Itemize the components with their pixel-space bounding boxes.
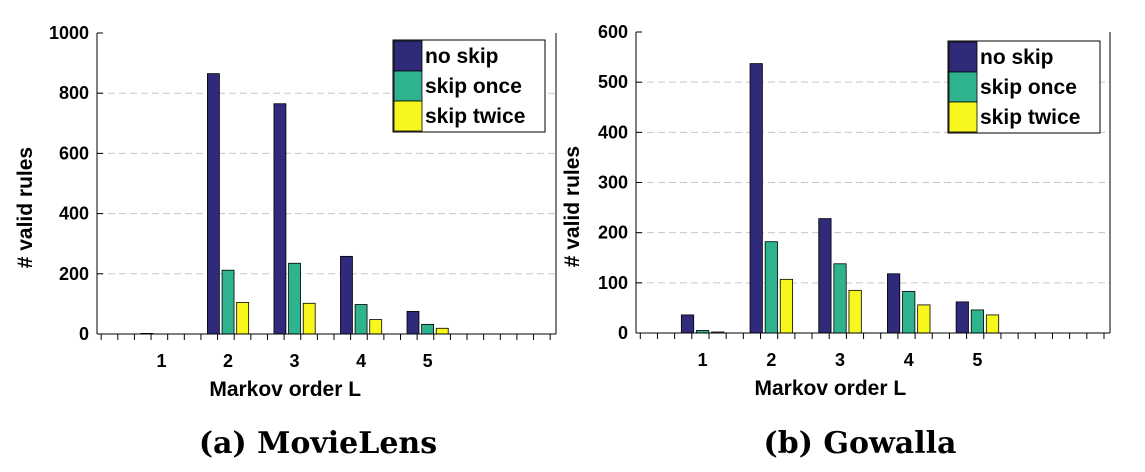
- bar-no-skip-L5: [955, 301, 969, 334]
- x-tick-label: 5: [972, 350, 982, 370]
- y-tick-label: 0: [618, 323, 628, 343]
- bar-skip-twice-L2: [779, 278, 794, 334]
- chart-panel-movielens: 0 200 400 600 800 1000 1 2 3 4 5 Markov order L # va…: [14, 23, 557, 401]
- x-tick-label: 4: [356, 351, 366, 371]
- legend-swatch-skip-twice: [948, 101, 978, 133]
- y-tick-label: 100: [598, 273, 628, 293]
- bar-skip-twice-L5: [435, 327, 449, 335]
- bar-no-skip-L3: [273, 103, 287, 335]
- legend-swatch-no-skip: [948, 41, 978, 73]
- y-tick-label: 200: [598, 223, 628, 243]
- legend-swatch-skip-once: [948, 71, 978, 103]
- bar-no-skip-L2: [749, 63, 763, 334]
- legend-label-skip-once: skip once: [425, 75, 522, 98]
- bar-no-skip-L4: [887, 273, 901, 334]
- bar-skip-once-L3: [833, 263, 847, 334]
- legend-label-skip-twice: skip twice: [980, 106, 1080, 129]
- bar-no-skip-L5: [406, 311, 420, 335]
- bar-skip-twice-L4: [369, 319, 383, 335]
- y-tick-label: 600: [598, 22, 628, 42]
- x-tick-label: 4: [904, 350, 914, 370]
- bar-skip-once-L3: [288, 262, 301, 335]
- y-tick-label: 1000: [49, 23, 89, 43]
- x-axis-label: Markov order L: [754, 377, 906, 400]
- x-tick-label: 1: [698, 350, 708, 370]
- caption-movielens: (a) MovieLens: [198, 426, 438, 461]
- y-axis-label: # valid rules: [561, 146, 584, 267]
- legend-label-no-skip: no skip: [425, 45, 499, 68]
- legend-swatch-skip-twice: [393, 100, 423, 132]
- y-tick-label: 200: [59, 264, 89, 284]
- legend-label-no-skip: no skip: [980, 46, 1054, 69]
- bar-skip-twice-L2: [236, 301, 250, 335]
- y-tick-label: 400: [59, 204, 89, 224]
- y-tick-label: 300: [598, 173, 628, 193]
- x-tick-label: 3: [835, 350, 845, 370]
- caption-gowalla: (b) Gowalla: [763, 426, 957, 461]
- legend-label-skip-once: skip once: [980, 76, 1077, 99]
- bar-skip-once-L4: [354, 304, 368, 335]
- x-tick-label: 3: [290, 351, 300, 371]
- x-tick-label: 2: [223, 351, 233, 371]
- x-tick-label: 1: [157, 351, 167, 371]
- y-tick-label: 0: [79, 324, 89, 344]
- chart-panel-gowalla: 0 100 200 300 400 500 600 1 2 3 4 5 Markov order L # …: [561, 22, 1111, 400]
- x-tick-label: 5: [423, 351, 433, 371]
- legend-label-skip-twice: skip twice: [425, 105, 525, 128]
- bar-no-skip-L1: [680, 314, 695, 334]
- y-tick-label: 400: [598, 122, 628, 142]
- legend-swatch-no-skip: [393, 40, 423, 72]
- x-axis-label: Markov order L: [209, 378, 361, 401]
- bar-no-skip-L3: [818, 218, 832, 334]
- x-tick-label: 2: [766, 350, 776, 370]
- bar-skip-once-L2: [221, 269, 235, 335]
- bar-skip-once-L2: [764, 241, 778, 334]
- y-tick-label: 500: [598, 72, 628, 92]
- bar-skip-twice-L5: [985, 314, 1000, 334]
- y-axis-label: # valid rules: [14, 147, 37, 268]
- legend: no skip skip once skip twice: [947, 40, 1101, 134]
- bar-skip-once-L4: [902, 290, 916, 334]
- bar-skip-once-L5: [421, 323, 435, 335]
- bar-no-skip-L4: [340, 255, 353, 335]
- bar-skip-twice-L4: [917, 304, 931, 334]
- bar-skip-twice-L3: [848, 289, 862, 334]
- bar-skip-once-L5: [970, 309, 985, 334]
- bar-skip-twice-L3: [302, 302, 316, 335]
- legend: no skip skip once skip twice: [392, 39, 546, 133]
- legend-swatch-skip-once: [393, 70, 423, 102]
- y-tick-label: 600: [59, 143, 89, 163]
- bar-no-skip-L2: [207, 73, 220, 335]
- y-tick-label: 800: [59, 83, 89, 103]
